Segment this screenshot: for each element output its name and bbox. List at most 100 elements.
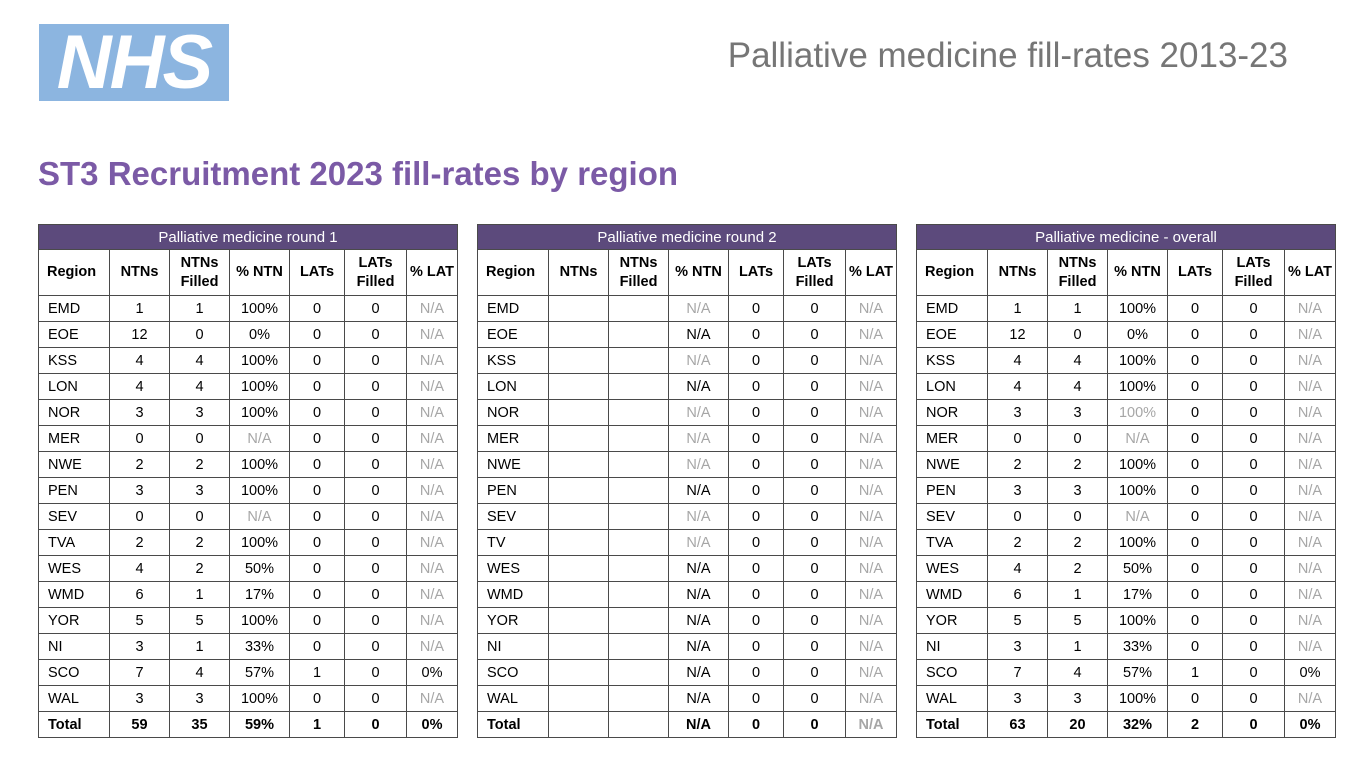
cell-ntns [548,685,609,712]
cell-lats-filled: 0 [344,581,407,608]
cell-ntns-filled: 0 [169,425,230,452]
cell-ntns [548,477,609,504]
cell-pct-lat: N/A [845,347,897,374]
cell-region: KSS [477,347,549,374]
table-row: NI 3 1 33% 0 0 N/A [916,633,1336,660]
cell-region: WAL [477,685,549,712]
cell-ntns-filled [608,607,669,634]
cell-pct-ntn: 100% [229,607,290,634]
table-row: SEV 0 0 N/A 0 0 N/A [916,503,1336,530]
cell-pct-lat: N/A [845,477,897,504]
cell-pct-ntn: N/A [668,529,729,556]
cell-region: SCO [38,659,110,686]
table-row: SCO N/A 0 0 N/A [477,659,897,686]
table-row: EOE 12 0 0% 0 0 N/A [38,321,458,348]
cell-region: NOR [477,399,549,426]
cell-ntns-filled: 1 [169,633,230,660]
cell-lats: 0 [289,581,345,608]
table-row: NI N/A 0 0 N/A [477,633,897,660]
cell-ntns: 3 [109,399,170,426]
cell-pct-lat: N/A [406,633,458,660]
cell-region: TVA [916,529,988,556]
cell-ntns-filled: 0 [1047,321,1108,348]
cell-ntns-filled: 5 [1047,607,1108,634]
cell-ntns-filled: 2 [1047,451,1108,478]
cell-ntns-filled: 2 [1047,555,1108,582]
cell-lats-filled: 0 [344,529,407,556]
cell-lats: 1 [1167,659,1223,686]
cell-lats-filled: 0 [783,399,846,426]
cell-lats: 0 [289,477,345,504]
cell-region: PEN [38,477,110,504]
table-row: WES 4 2 50% 0 0 N/A [916,555,1336,582]
cell-ntns-filled: 0 [1047,425,1108,452]
cell-region: NWE [916,451,988,478]
cell-pct-lat: N/A [845,425,897,452]
cell-ntns: 4 [109,347,170,374]
cell-lats: 0 [1167,373,1223,400]
cell-lats-filled: 0 [1222,295,1285,322]
cell-pct-lat: N/A [1284,529,1336,556]
cell-lats: 0 [1167,685,1223,712]
cell-lats: 0 [1167,633,1223,660]
cell-lats: 0 [728,321,784,348]
table-row: EMD 1 1 100% 0 0 N/A [916,295,1336,322]
cell-lats-filled: 0 [783,503,846,530]
column-header-ntns: NTNs [987,249,1048,296]
column-header-lats: LATs [289,249,345,296]
cell-lats: 0 [728,659,784,686]
cell-lats-filled: 0 [783,373,846,400]
total-cell-lats: 1 [289,711,345,738]
column-header-pct-ntn: % NTN [229,249,290,296]
cell-pct-lat: N/A [406,529,458,556]
cell-region: WES [38,555,110,582]
cell-region: NI [477,633,549,660]
cell-region: WAL [916,685,988,712]
cell-ntns-filled [608,347,669,374]
cell-region: WES [916,555,988,582]
cell-lats-filled: 0 [344,451,407,478]
cell-ntns: 4 [109,555,170,582]
table-row: WAL N/A 0 0 N/A [477,685,897,712]
cell-pct-ntn: N/A [668,373,729,400]
cell-ntns: 3 [987,399,1048,426]
cell-lats: 0 [728,451,784,478]
cell-ntns [548,555,609,582]
cell-ntns [548,399,609,426]
cell-lats: 0 [1167,607,1223,634]
cell-ntns-filled: 1 [1047,633,1108,660]
cell-lats: 0 [289,373,345,400]
cell-pct-lat: N/A [845,295,897,322]
column-header-lats: LATs [728,249,784,296]
cell-pct-ntn: N/A [668,477,729,504]
cell-ntns: 3 [987,477,1048,504]
table-row: TVA 2 2 100% 0 0 N/A [916,529,1336,556]
cell-lats: 0 [1167,555,1223,582]
cell-pct-lat: N/A [1284,295,1336,322]
cell-ntns-filled [608,451,669,478]
column-header-pct-lat: % LAT [406,249,458,296]
cell-pct-lat: N/A [406,503,458,530]
cell-region: YOR [38,607,110,634]
nhs-logo: NHS [39,24,229,101]
cell-pct-ntn: 100% [1107,295,1168,322]
cell-lats-filled: 0 [783,659,846,686]
table-round-1-wrapper: Palliative medicine round 1 Region NTNs NTN… [38,224,458,738]
cell-pct-lat: N/A [1284,425,1336,452]
cell-ntns: 6 [987,581,1048,608]
table-row: KSS 4 4 100% 0 0 N/A [38,347,458,374]
cell-ntns-filled: 3 [1047,685,1108,712]
cell-pct-lat: N/A [406,373,458,400]
cell-pct-ntn: N/A [668,581,729,608]
cell-lats: 0 [1167,503,1223,530]
cell-region: LON [916,373,988,400]
cell-lats-filled: 0 [783,529,846,556]
cell-lats-filled: 0 [783,321,846,348]
cell-ntns-filled [608,555,669,582]
cell-ntns-filled [608,321,669,348]
cell-lats-filled: 0 [783,477,846,504]
cell-pct-lat: N/A [1284,581,1336,608]
cell-pct-lat: N/A [1284,685,1336,712]
cell-ntns: 4 [987,347,1048,374]
table-row: WES 4 2 50% 0 0 N/A [38,555,458,582]
